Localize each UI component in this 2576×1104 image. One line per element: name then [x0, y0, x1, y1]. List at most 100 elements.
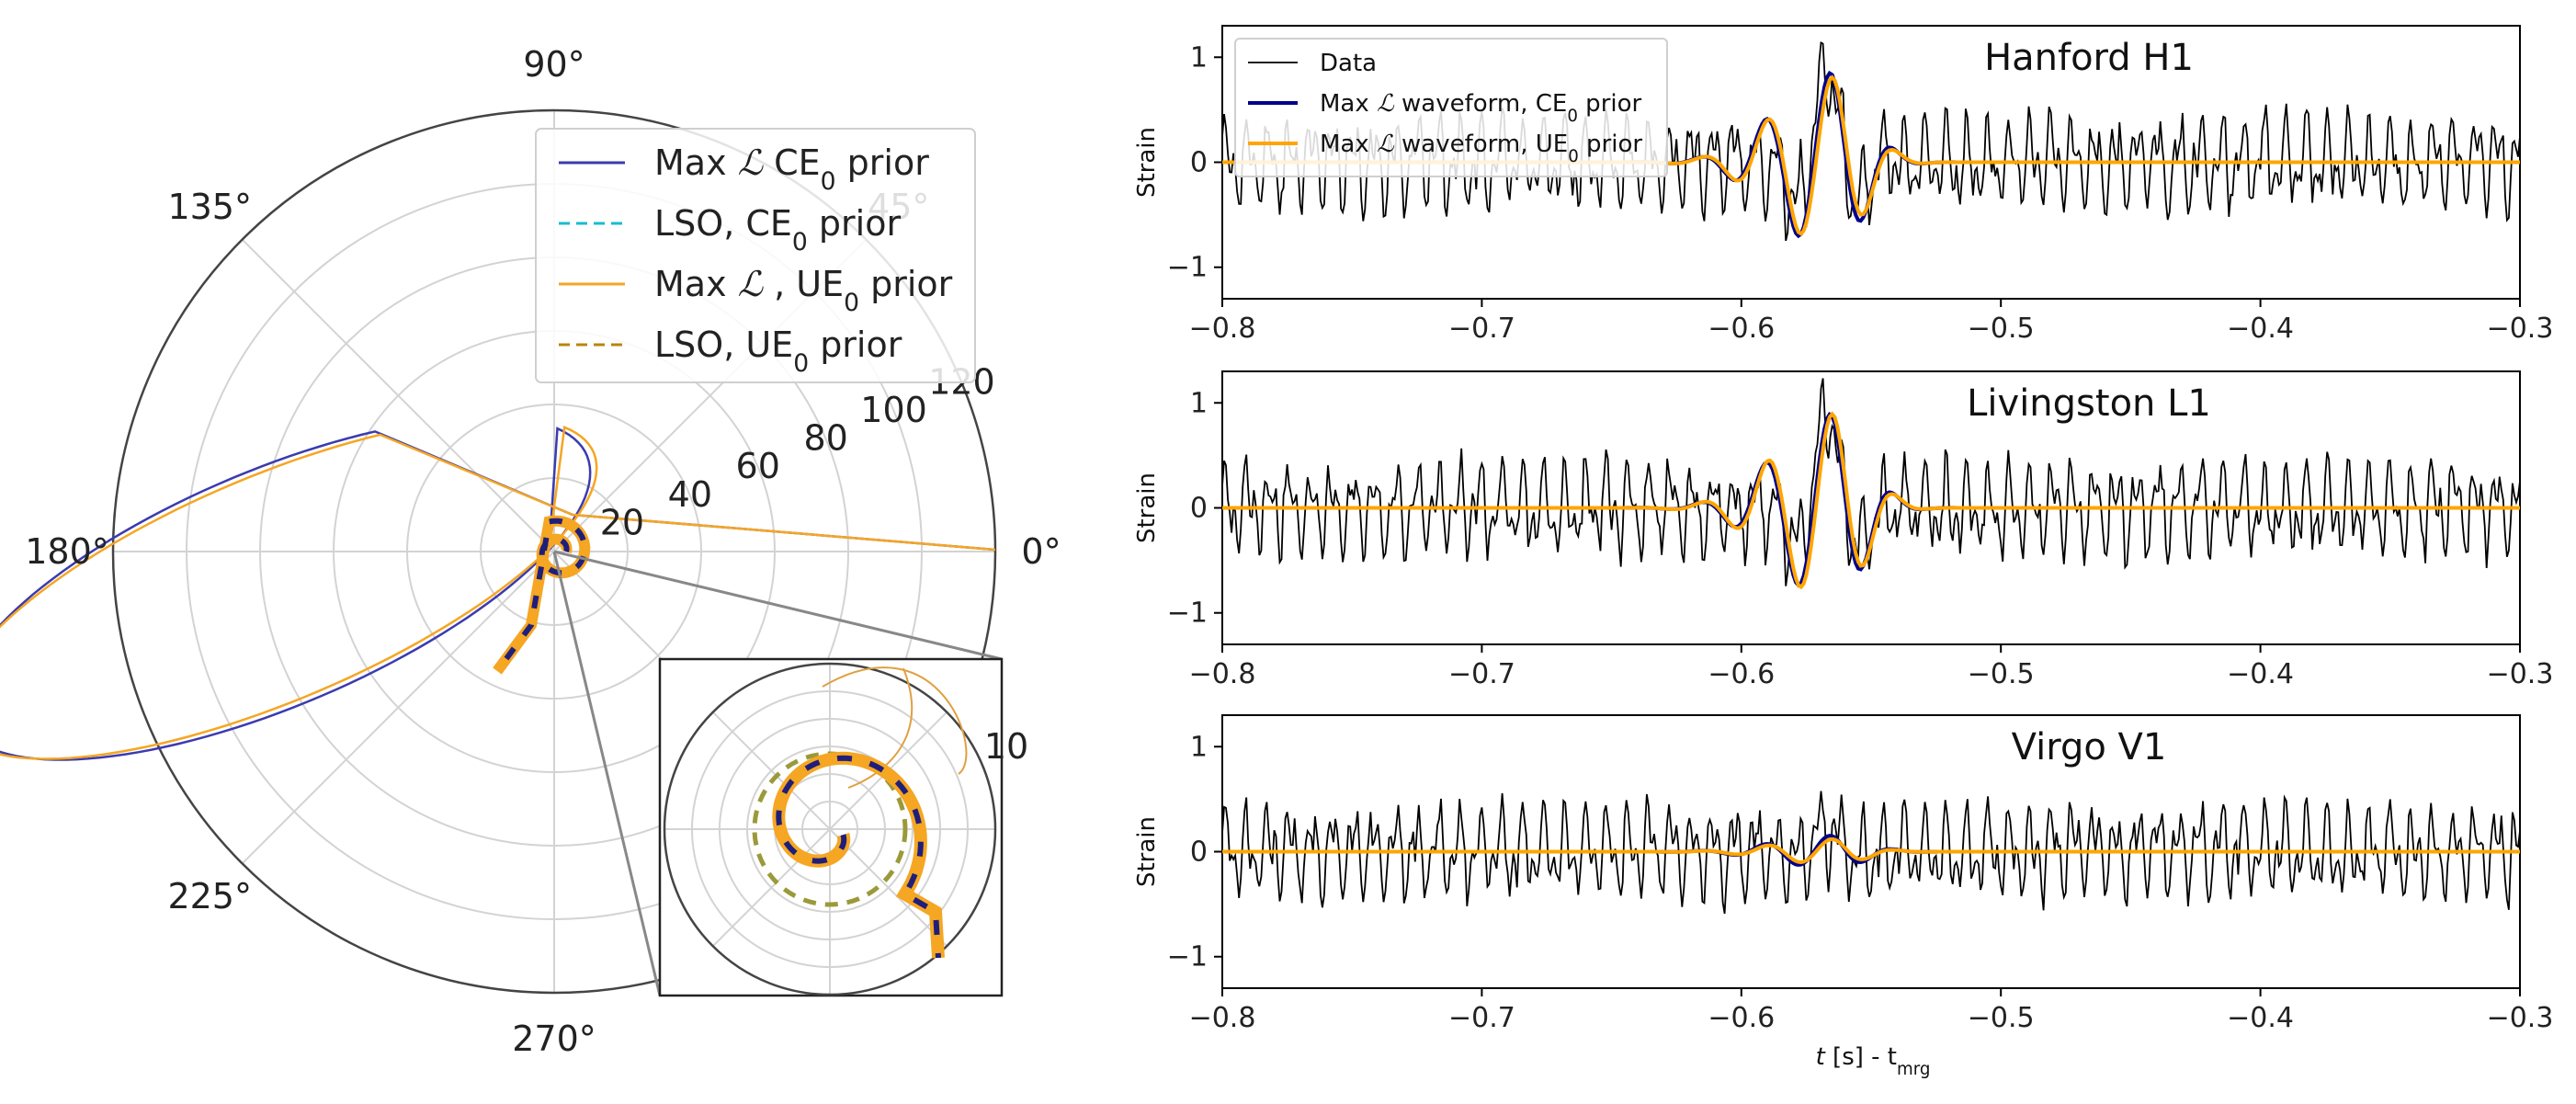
inset-theta-gridline [829, 828, 948, 947]
y-axis-label: Strain [1133, 472, 1161, 543]
legend-box [1234, 38, 1668, 177]
y-tick-label: −1 [1167, 252, 1208, 284]
legend-label-text: waveform, CE [1394, 90, 1568, 118]
x-tick-label: −0.5 [1968, 313, 2035, 345]
strain-panel-0: 1 0 −1 −0.8 −0.7 −0.6 −0.5 −0.4 −0.3 Strain Hanfor… [1133, 25, 2554, 345]
y-tick-label: 0 [1190, 493, 1208, 525]
x-axis-label-t: t [1816, 1043, 1826, 1071]
ue-waveform [1222, 411, 2520, 590]
legend-label-text: prior [808, 203, 902, 244]
plunge-ce-lso [494, 518, 588, 673]
inset-polar-frame [663, 662, 997, 996]
legend-label: Max ℒ waveform, CE0 prior [1320, 90, 1642, 126]
panel-title: Livingston L1 [1967, 382, 2211, 425]
x-tick-label: −0.4 [2227, 1002, 2294, 1034]
theta-tick-label: 270° [512, 1019, 596, 1059]
legend-label-symbol: ℒ [1377, 90, 1395, 118]
polar-r-ticks: 20406080100120 [600, 361, 995, 542]
r-tick-label: 60 [736, 446, 780, 486]
x-tick-label: −0.7 [1448, 1002, 1515, 1034]
legend-label-text: LSO, UE [654, 324, 793, 365]
legend-label-symbol: ℒ [738, 142, 765, 183]
x-tick-label: −0.3 [2487, 1002, 2554, 1034]
x-axis-label-sub: mrg [1897, 1060, 1930, 1079]
y-axis-label: Strain [1133, 816, 1161, 887]
legend-label-text: Max [654, 142, 738, 183]
x-tick-label: −0.8 [1189, 658, 1256, 690]
legend-label-text: prior [859, 264, 953, 304]
data-line [1221, 378, 2521, 586]
legend-label: Max ℒ CE0 prior [654, 142, 929, 196]
legend-box [535, 128, 976, 383]
y-tick-label: 1 [1190, 387, 1208, 419]
x-tick-label: −0.7 [1448, 658, 1515, 690]
r-gridline [406, 404, 702, 700]
legend-label-text: Max [654, 264, 738, 304]
legend-label-sub: 0 [844, 289, 859, 317]
orbit-ue-curve [0, 425, 996, 760]
theta-tick-label: 225° [167, 876, 252, 916]
data-line [1221, 791, 2521, 915]
y-axis-label: Strain [1133, 127, 1161, 198]
legend-label-text: LSO, CE [654, 203, 792, 244]
r-tick-label: 80 [803, 418, 847, 459]
r-tick-label: 40 [668, 474, 712, 515]
y-tick-label: 1 [1190, 731, 1208, 763]
y-tick-label: 0 [1190, 147, 1208, 179]
theta-tick-label: 135° [167, 187, 252, 227]
x-tick-label: −0.4 [2227, 658, 2294, 690]
legend-label-text: CE [763, 142, 821, 183]
inset-r-tick-label: 10 [984, 726, 1028, 767]
x-tick-label: −0.5 [1968, 1002, 2035, 1034]
legend-label-sub: 0 [792, 228, 808, 256]
legend-label: LSO, CE0 prior [654, 203, 901, 256]
x-tick-label: −0.6 [1708, 1002, 1775, 1034]
inset-theta-gridline [712, 711, 831, 830]
r-tick-label: 100 [860, 390, 927, 430]
strain-panel-2: 1 0 −1 −0.8 −0.7 −0.6 −0.5 −0.4 −0.3 Strain Virgo … [1133, 714, 2554, 1034]
legend-label-text: prior [1578, 90, 1642, 118]
inset-orbit-arc [822, 666, 968, 775]
panel-title: Hanford H1 [1984, 37, 2194, 79]
y-tick-label: 0 [1190, 837, 1208, 869]
legend-label: Max ℒ , UE0 prior [654, 264, 953, 317]
legend-label-text: Max [1320, 90, 1377, 118]
x-tick-label: −0.4 [2227, 313, 2294, 345]
x-tick-label: −0.3 [2487, 658, 2554, 690]
legend-label-text: prior [836, 142, 930, 183]
theta-tick-label: 90° [523, 44, 584, 85]
legend-label-text: prior [1579, 131, 1643, 158]
x-tick-label: −0.3 [2487, 313, 2554, 345]
legend-label-sub: 0 [1568, 147, 1579, 166]
inset-connector [553, 550, 1003, 661]
legend-label-text: Data [1320, 50, 1377, 77]
x-axis-label: t [s] - tmrg [1816, 1043, 1931, 1079]
x-axis-label-text: [s] - t [1825, 1043, 1897, 1071]
x-tick-label: −0.7 [1448, 313, 1515, 345]
legend-label-text: waveform, UE [1394, 131, 1568, 158]
legend-label-sub: 0 [821, 167, 836, 196]
panel-title: Virgo V1 [2012, 726, 2167, 768]
x-tick-label: −0.8 [1189, 313, 1256, 345]
x-tick-label: −0.8 [1189, 1002, 1256, 1034]
legend-label-symbol: ℒ [738, 264, 765, 304]
r-tick-label: 20 [600, 502, 644, 542]
polar-chart: 20406080100120 0°45°90°135°180°225°270° … [0, 44, 1061, 1059]
inset-orbit-arc [847, 667, 914, 789]
ue-waveform [1222, 837, 2520, 865]
inset-connector [552, 551, 662, 996]
legend-label-text: Max [1320, 131, 1377, 158]
legend-label: Max ℒ waveform, UE0 prior [1320, 131, 1642, 166]
polar-inset: 10 [552, 550, 1028, 997]
legend-label-sub: 0 [793, 349, 809, 378]
x-tick-label: −0.6 [1708, 313, 1775, 345]
legend-label-sub: 0 [1567, 107, 1578, 126]
inset-theta-gridline [712, 828, 831, 947]
legend-label-text: , UE [763, 264, 844, 304]
legend-label-symbol: ℒ [1377, 131, 1395, 158]
polar-frame [111, 108, 997, 995]
theta-tick-label: 0° [1021, 531, 1061, 572]
theta-tick-label: 180° [25, 531, 109, 572]
